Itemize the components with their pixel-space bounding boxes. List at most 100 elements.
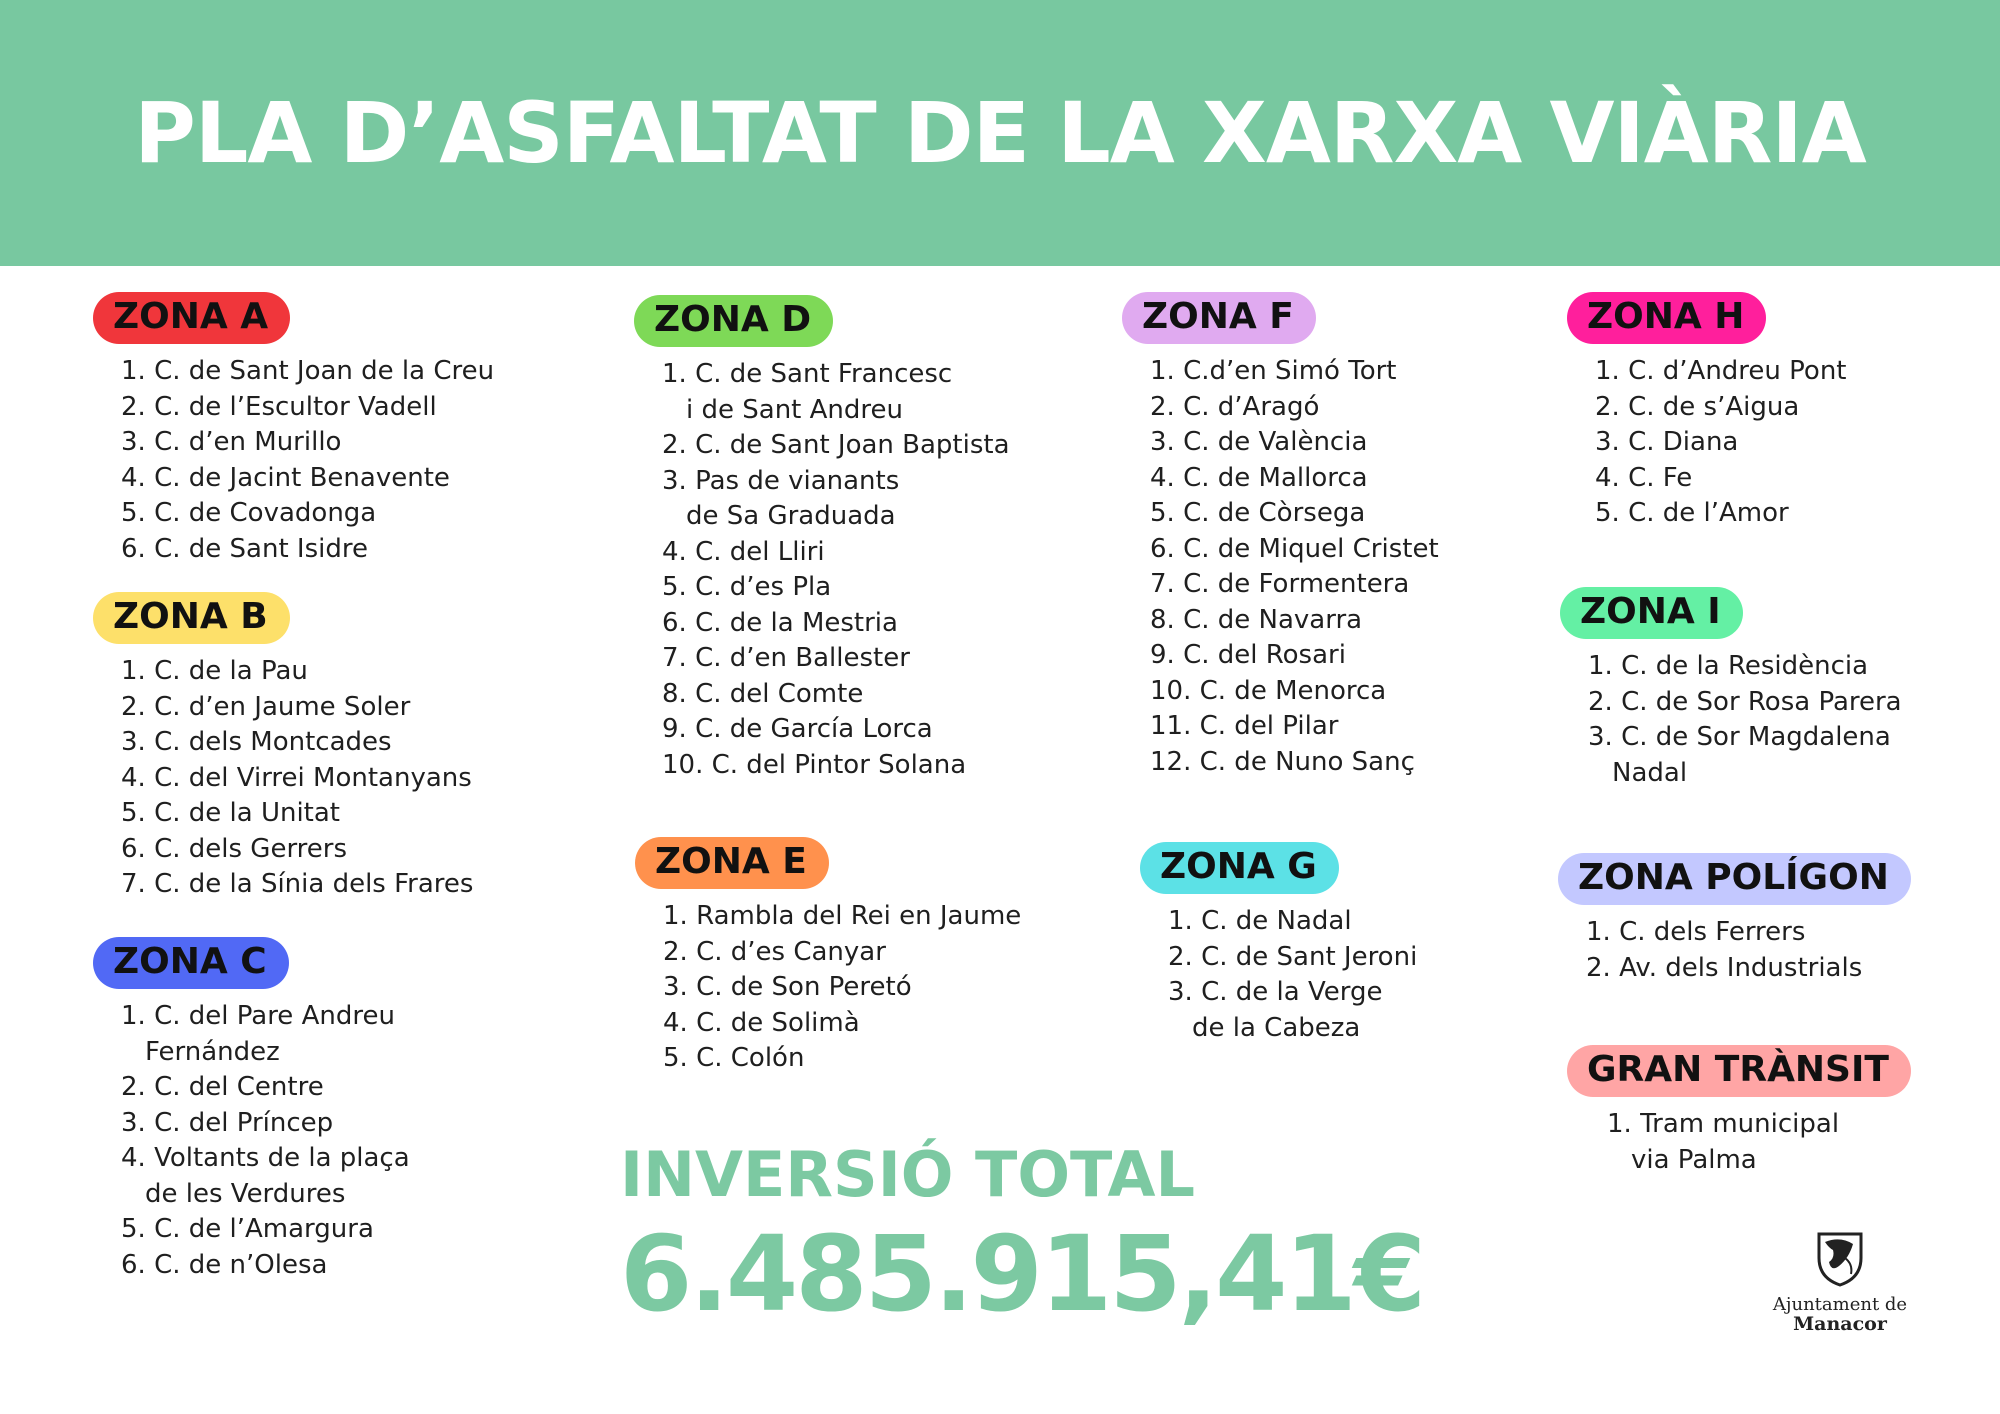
zone-label-badge: GRAN TRÀNSIT [1567,1045,1911,1097]
street-name: C. de n’Olesa [154,1249,328,1280]
shield-crest-icon [1817,1232,1863,1287]
item-number: 10. [662,749,704,780]
street-name: C. d’en Ballester [695,643,910,673]
item-number: 11. [1150,711,1192,741]
list-item: 1. Tram municipal via Palma [1607,1107,1987,1178]
street-name: C. d’Andreu Pont [1628,356,1847,386]
street-name: C.d’en Simó Tort [1183,356,1397,386]
item-number: 1. [1595,356,1620,386]
street-name: C. de la Residència [1621,651,1869,681]
street-list: 1. C. de Sant Joan de la Creu 2. C. de l’… [93,354,573,567]
list-item: 2. C. de Sant Jeroni [1168,940,1610,976]
street-name: C. d’Aragó [1183,391,1320,422]
list-item: 6. C. de la Mestria [662,606,1114,642]
street-list: 1. C. de Sant Francesc i de Sant Andreu 2.… [634,357,1114,783]
zone-label-badge: ZONA A [93,292,291,344]
street-name: C. de València [1183,427,1368,457]
zone-e: ZONA E 1. Rambla del Rei en Jaume 2. C. d’… [635,837,1115,1077]
item-number: 3. [663,972,688,1002]
street-name: C. de la Pau [154,656,308,686]
item-number: 7. [662,643,687,673]
list-item: 8. C. de Navarra [1150,603,1592,639]
street-name: C. del Príncep [154,1107,334,1138]
investment-total: INVERSIÓ TOTAL 6.485.915,41€ [620,1138,1426,1335]
list-item: 3. C. de la Verge de la Cabeza [1168,975,1610,1046]
item-number: 7. [121,869,146,899]
street-name: C. de Nadal [1201,906,1352,936]
item-number: 1. [121,656,146,686]
logo-text-line1: Ajuntament de [1772,1294,1908,1315]
street-name-continuation: de les Verdures [145,1178,346,1209]
street-name: C. de Sant Joan Baptista [695,430,1010,460]
street-list: 1. C. del Pare Andreu Fernández 2. C. del … [93,999,573,1283]
street-name: C. del Virrei Montanyans [154,762,472,793]
street-name: C. de Nuno Sanç [1199,746,1415,777]
list-item: 5. C. de Covadonga [121,496,573,532]
street-list: 1. C. de la Pau 2. C. d’en Jaume Soler 3. … [93,654,573,903]
list-item: 6. C. dels Gerrers [121,832,573,868]
list-item: 2. C. de Sant Joan Baptista [662,428,1114,464]
item-number: 5. [121,798,146,828]
street-list: 1. C. d’Andreu Pont 2. C. de s’Aigua 3. C.… [1567,354,1987,532]
list-item: 9. C. del Rosari [1150,638,1592,674]
item-number: 3. [121,427,146,457]
zone-b: ZONA B 1. C. de la Pau 2. C. d’en Jaume So… [93,592,573,903]
list-item: 3. C. de Son Peretó [663,970,1115,1006]
list-item: 5. C. de l’Amor [1595,496,1987,532]
street-name: C. de Covadonga [154,498,377,528]
street-list: 1. Rambla del Rei en Jaume 2. C. d’es Can… [635,899,1115,1077]
investment-amount: 6.485.915,41€ [620,1213,1426,1335]
list-item: 12. C. de Nuno Sanç [1150,745,1592,781]
item-number: 4. [121,1143,146,1173]
header-banner: PLA D’ASFALTAT DE LA XARXA VIÀRIA [0,0,2000,266]
logo-text-line2: Manacor [1793,1313,1887,1335]
item-number: 3. [1588,722,1613,752]
street-name-continuation: via Palma [1631,1144,1757,1175]
item-number: 2. [121,391,146,422]
street-name: C. del Centre [154,1072,324,1102]
street-list: 1. C.d’en Simó Tort 2. C. d’Aragó 3. C. de… [1122,354,1592,780]
zone-label-badge: ZONA H [1567,292,1767,344]
list-item: 5. C. d’es Pla [662,570,1114,606]
list-item: 1. C. d’Andreu Pont [1595,354,1987,390]
item-number: 8. [662,678,687,709]
street-name: C. de García Lorca [695,714,933,744]
investment-label: INVERSIÓ TOTAL [620,1138,1196,1211]
item-number: 1. [663,901,688,931]
street-name: C. de la Verge [1201,977,1383,1007]
list-item: 5. C. de l’Amargura [121,1212,573,1248]
item-number: 7. [1150,569,1175,599]
item-number: 1. [1607,1109,1632,1139]
list-item: 4. C. Fe [1595,461,1987,497]
zone-i: ZONA I 1. C. de la Residència 2. C. de Sor… [1560,587,1980,791]
street-name: C. del Pilar [1199,711,1339,741]
zone-c: ZONA C 1. C. del Pare Andreu Fernández 2. C… [93,937,573,1283]
street-name: C. de Son Peretó [696,972,912,1002]
item-number: 1. [1586,917,1611,947]
street-name: Pas de vianants [695,465,900,496]
zone-label-badge: ZONA F [1122,292,1316,344]
street-name: C. de Sant Francesc [695,359,953,389]
item-number: 2. [1586,952,1611,983]
street-name: C. de la Mestria [695,607,898,638]
list-item: 4. C. del Lliri [662,535,1114,571]
item-number: 2. [1150,391,1175,422]
item-number: 9. [1150,640,1175,670]
street-name: C. Diana [1628,427,1739,457]
street-name: Av. dels Industrials [1619,952,1863,983]
item-number: 9. [662,714,687,744]
list-item: 11. C. del Pilar [1150,709,1592,745]
item-number: 6. [121,1249,146,1280]
list-item: 4. C. de Mallorca [1150,461,1592,497]
street-name: Tram municipal [1640,1109,1840,1139]
street-name: C. d’es Pla [695,572,832,602]
item-number: 3. [1168,977,1193,1007]
list-item: 6. C. de Miquel Cristet [1150,532,1592,568]
list-item: 2. C. del Centre [121,1070,573,1106]
item-number: 3. [662,465,687,496]
list-item: 1. C. de Sant Joan de la Creu [121,354,573,390]
list-item: 5. C. de la Unitat [121,796,573,832]
list-item: 10. C. de Menorca [1150,674,1592,710]
street-name: C. de la Sínia dels Frares [154,869,474,899]
zone-g: ZONA G 1. C. de Nadal 2. C. de Sant Jeroni… [1140,842,1610,1046]
